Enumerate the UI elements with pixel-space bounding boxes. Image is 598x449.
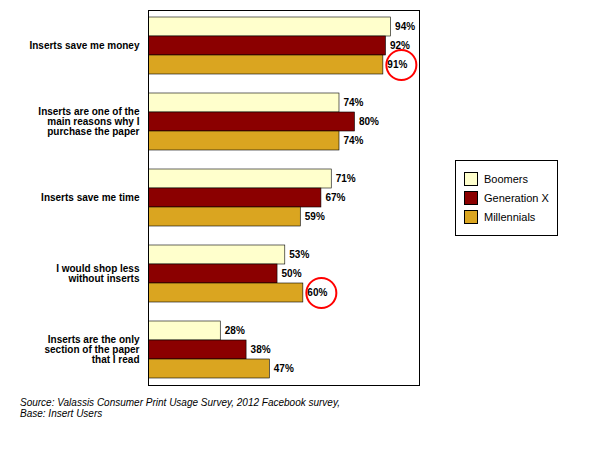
svg-text:50%: 50%: [282, 268, 302, 279]
svg-text:94%: 94%: [395, 21, 415, 32]
svg-text:71%: 71%: [336, 173, 356, 184]
svg-text:47%: 47%: [274, 363, 294, 374]
svg-text:91%: 91%: [387, 59, 407, 70]
svg-text:92%: 92%: [389, 40, 410, 52]
svg-text:59%: 59%: [305, 211, 325, 222]
svg-text:38%: 38%: [251, 344, 271, 355]
svg-text:28%: 28%: [225, 325, 245, 336]
svg-text:80%: 80%: [359, 116, 379, 127]
svg-text:Inserts are the onlysection of: Inserts are the onlysection of the paper…: [44, 334, 139, 365]
svg-text:I would shop lesswithout inser: I would shop lesswithout inserts: [56, 263, 140, 284]
svg-text:74%: 74%: [343, 135, 363, 146]
html-text:Millennials: Millennials: [484, 210, 536, 223]
svg-text:Inserts are one of themain rea: Inserts are one of themain reasons why I…: [38, 106, 140, 137]
svg-text:Inserts save me time: Inserts save me time: [41, 192, 140, 203]
svg-text:60%: 60%: [307, 287, 327, 298]
svg-text:53%: 53%: [289, 249, 309, 260]
svg-text:74%: 74%: [343, 97, 363, 108]
html-text:Generation X: Generation X: [484, 191, 549, 204]
svg-text:67%: 67%: [325, 192, 345, 203]
html-text:Source: Valassis Consumer Prin: Source: Valassis Consumer Print Usage Su…: [20, 397, 340, 419]
svg-text:Inserts save me money: Inserts save me money: [29, 40, 139, 51]
html-text:Boomers: Boomers: [484, 172, 528, 185]
